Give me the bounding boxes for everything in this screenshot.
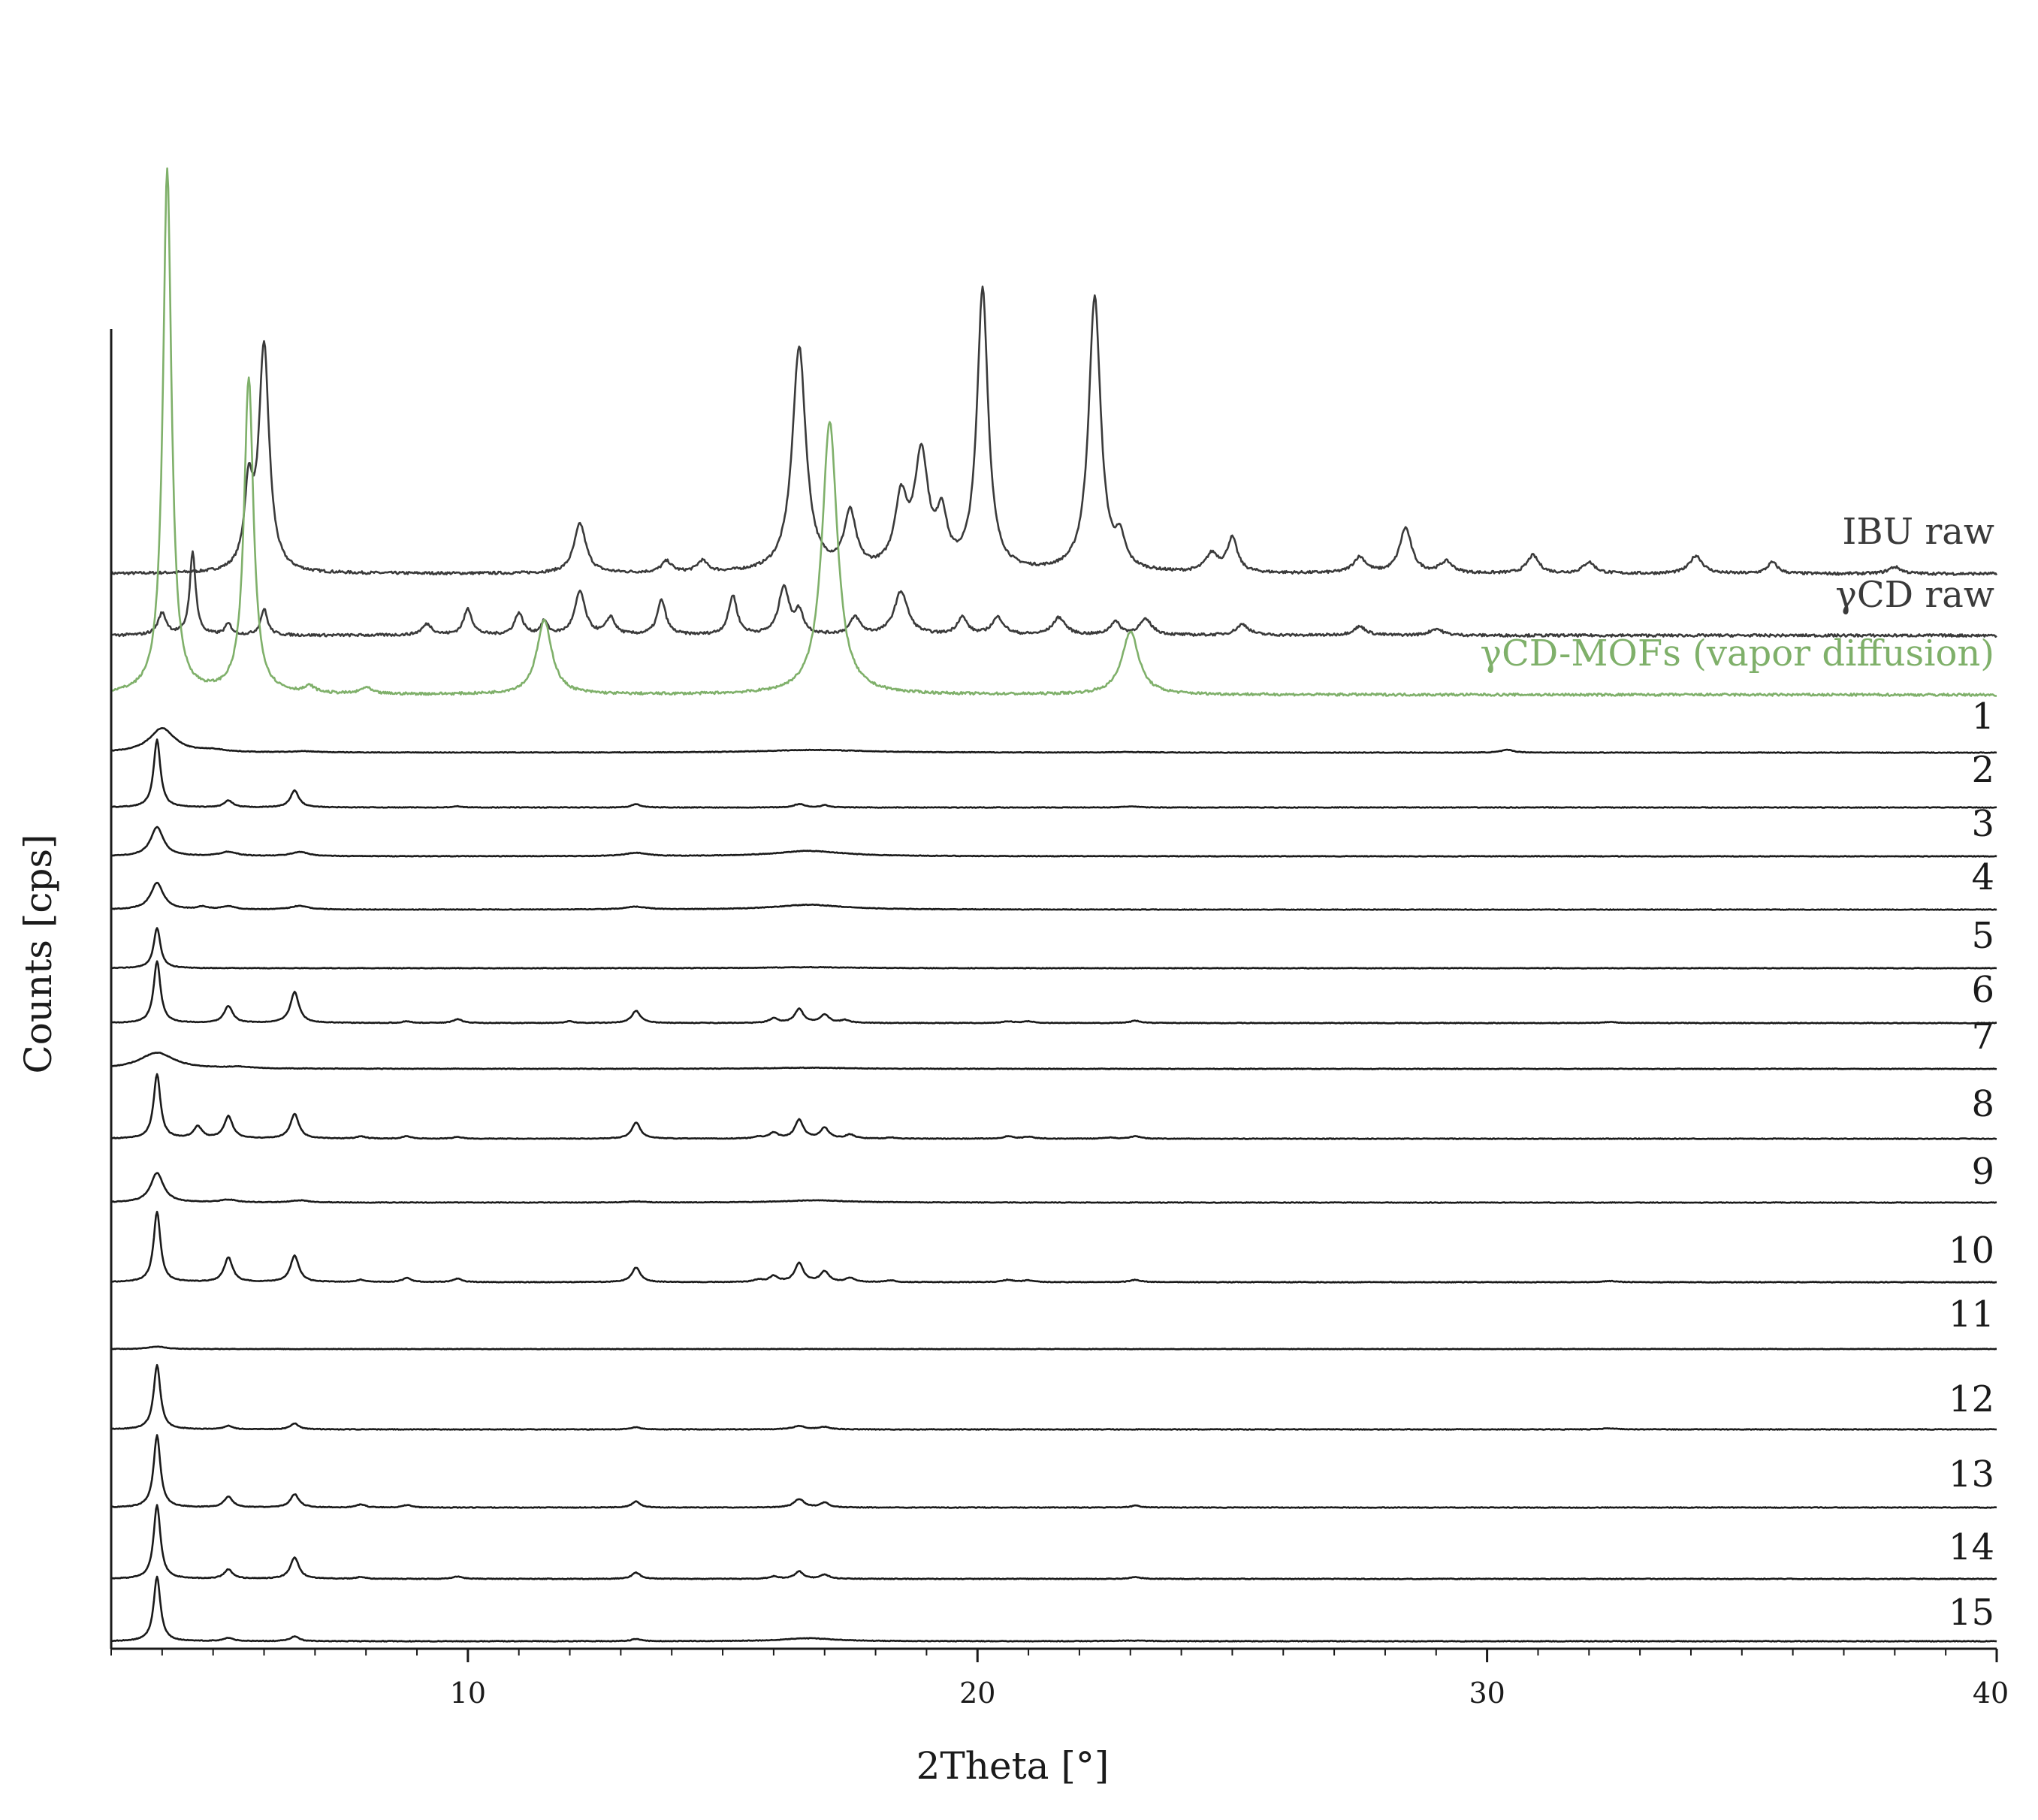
series-label: 6 xyxy=(1971,969,1994,1011)
series-label: 5 xyxy=(1971,915,1994,957)
trace-7 xyxy=(110,1052,1997,1070)
trace-14 xyxy=(110,1504,1997,1580)
trace-15 xyxy=(110,1575,1997,1643)
series-label: 11 xyxy=(1949,1293,1994,1336)
trace-8 xyxy=(110,1073,1997,1140)
series-label: 2 xyxy=(1971,749,1994,791)
trace-1 xyxy=(110,726,1997,754)
trace-4 xyxy=(110,881,1997,911)
series-label-group: IBU raw γCD raw γCD-MOFs (vapor diffusion)… xyxy=(1480,511,1994,1634)
trace-6 xyxy=(110,960,1997,1025)
series-label: 14 xyxy=(1949,1526,1994,1568)
trace-3 xyxy=(110,825,1997,858)
series-label: 8 xyxy=(1971,1083,1994,1125)
y-axis-title: Counts [cps] xyxy=(17,834,60,1073)
series-label: 10 xyxy=(1949,1230,1994,1272)
x-tick-label: 10 xyxy=(450,1677,486,1710)
series-label: 1 xyxy=(1971,696,1994,738)
trace-13 xyxy=(110,1434,1997,1509)
x-tick-label: 30 xyxy=(1469,1677,1505,1710)
x-axis-title: 2Theta [°] xyxy=(916,1744,1110,1788)
series-label: 9 xyxy=(1971,1151,1994,1193)
series-label: 13 xyxy=(1949,1453,1994,1496)
trace--cd-raw xyxy=(110,550,1997,638)
series-label: 3 xyxy=(1971,803,1994,845)
series-label: γCD raw xyxy=(1835,574,1994,616)
trace-group xyxy=(110,167,1998,1643)
x-tick-label: 20 xyxy=(959,1677,995,1710)
trace--cd-mofs-vapor-diffusion- xyxy=(110,167,1997,697)
series-label: 12 xyxy=(1949,1378,1994,1420)
trace-12 xyxy=(110,1363,1997,1431)
x-tick-label: 40 xyxy=(1973,1677,2009,1710)
series-label: 4 xyxy=(1971,856,1994,898)
trace-ibu-raw xyxy=(110,285,1998,576)
series-label: γCD-MOFs (vapor diffusion) xyxy=(1480,632,1994,675)
series-label: IBU raw xyxy=(1842,511,1994,553)
series-label: 7 xyxy=(1971,1016,1994,1058)
trace-9 xyxy=(110,1172,1997,1204)
series-label: 15 xyxy=(1949,1592,1994,1634)
axes-group: 10 20 30 40 xyxy=(110,329,2009,1710)
trace-5 xyxy=(110,927,1997,970)
trace-10 xyxy=(110,1210,1997,1284)
trace-2 xyxy=(110,738,1997,809)
x-axis-ticks: 10 20 30 40 xyxy=(110,1649,2009,1710)
trace-11 xyxy=(110,1345,1997,1351)
